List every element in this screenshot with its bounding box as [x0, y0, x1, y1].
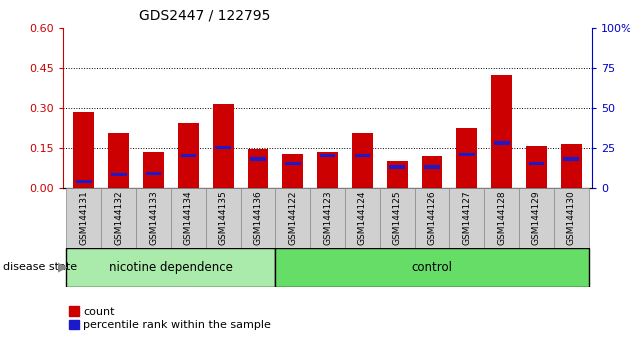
- Text: GSM144125: GSM144125: [392, 190, 402, 245]
- Bar: [285, 162, 301, 165]
- Bar: [491, 75, 512, 188]
- Bar: [352, 133, 373, 188]
- Bar: [146, 172, 161, 175]
- Bar: [529, 162, 544, 165]
- Bar: [494, 141, 510, 144]
- Bar: [136, 188, 171, 248]
- Bar: [108, 133, 129, 188]
- Text: GSM144128: GSM144128: [497, 190, 506, 245]
- Bar: [241, 188, 275, 248]
- Text: nicotine dependence: nicotine dependence: [109, 261, 233, 274]
- Bar: [215, 146, 231, 149]
- Text: control: control: [411, 261, 452, 274]
- Text: GDS2447 / 122795: GDS2447 / 122795: [139, 9, 270, 23]
- Text: disease state: disease state: [3, 262, 77, 272]
- Bar: [275, 248, 588, 287]
- Bar: [67, 248, 275, 287]
- Bar: [459, 153, 474, 156]
- Bar: [317, 152, 338, 188]
- Text: GSM144129: GSM144129: [532, 190, 541, 245]
- Text: GSM144134: GSM144134: [184, 190, 193, 245]
- Text: GSM144131: GSM144131: [79, 190, 88, 245]
- Bar: [345, 188, 380, 248]
- Bar: [111, 173, 127, 176]
- Text: GSM144126: GSM144126: [428, 190, 437, 245]
- Bar: [250, 157, 266, 161]
- Bar: [310, 188, 345, 248]
- Text: GSM144124: GSM144124: [358, 190, 367, 245]
- Bar: [213, 104, 234, 188]
- Text: GSM144127: GSM144127: [462, 190, 471, 245]
- Bar: [320, 154, 335, 157]
- Bar: [74, 112, 94, 188]
- Bar: [355, 154, 370, 157]
- Bar: [484, 188, 519, 248]
- Bar: [143, 152, 164, 188]
- Bar: [380, 188, 415, 248]
- Bar: [415, 188, 449, 248]
- Bar: [526, 147, 547, 188]
- Text: GSM144136: GSM144136: [253, 190, 263, 245]
- Text: GSM144122: GSM144122: [289, 190, 297, 245]
- Text: GSM144132: GSM144132: [114, 190, 123, 245]
- Text: GSM144130: GSM144130: [567, 190, 576, 245]
- Bar: [421, 156, 442, 188]
- Bar: [424, 165, 440, 169]
- Bar: [519, 188, 554, 248]
- Bar: [554, 188, 588, 248]
- Bar: [67, 188, 101, 248]
- Bar: [389, 165, 405, 169]
- Bar: [248, 149, 268, 188]
- Text: GSM144123: GSM144123: [323, 190, 332, 245]
- Text: ▶: ▶: [58, 261, 67, 274]
- Bar: [206, 188, 241, 248]
- Bar: [387, 161, 408, 188]
- Bar: [282, 154, 303, 188]
- Bar: [76, 180, 92, 183]
- Bar: [563, 157, 579, 161]
- Bar: [101, 188, 136, 248]
- Bar: [171, 188, 206, 248]
- Legend: count, percentile rank within the sample: count, percentile rank within the sample: [69, 307, 271, 330]
- Bar: [275, 188, 310, 248]
- Bar: [178, 122, 199, 188]
- Text: GSM144133: GSM144133: [149, 190, 158, 245]
- Text: GSM144135: GSM144135: [219, 190, 227, 245]
- Bar: [181, 154, 196, 157]
- Bar: [561, 144, 581, 188]
- Bar: [456, 128, 478, 188]
- Bar: [449, 188, 484, 248]
